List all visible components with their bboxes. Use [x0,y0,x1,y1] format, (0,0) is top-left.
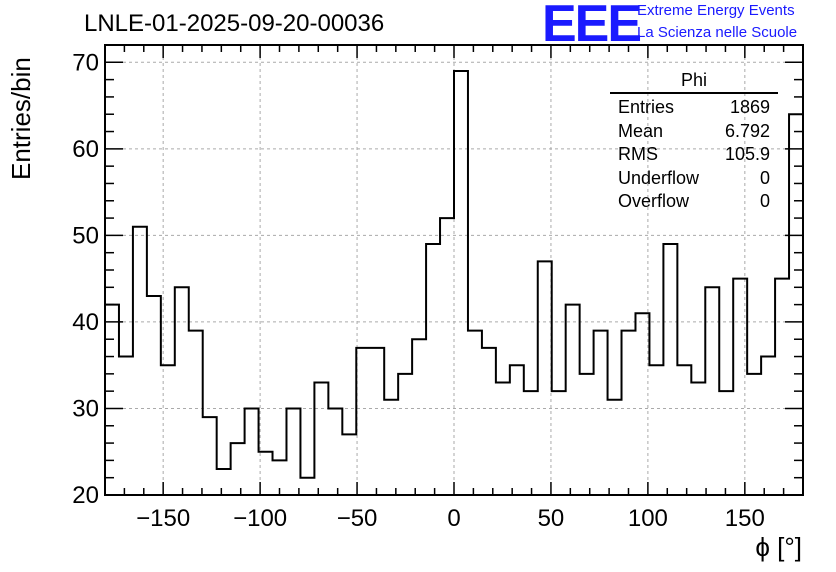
stats-row: Mean 6.792 [610,120,778,144]
stats-title: Phi [610,70,778,94]
x-tick-label: 0 [447,505,460,532]
histogram-outline [104,69,804,495]
plot-title: LNLE-01-2025-09-20-00036 [84,10,385,37]
stats-label: Underflow [618,167,700,188]
stats-value: 0 [759,167,770,188]
stats-row: Overflow 0 [610,190,778,214]
x-tick-label: −100 [233,505,287,532]
y-tick-label: 40 [72,309,99,336]
tick-labels: −150 −100 −50 0 50 100 150 20 30 40 50 60 70 [72,49,765,532]
y-tick-label: 20 [72,482,99,509]
stats-value: 0 [759,191,770,211]
logo-line-1: Extreme Energy Events [637,2,795,19]
x-tick-label: 50 [538,505,565,532]
stats-value: 1869 [729,97,770,117]
x-axis-label: ϕ [°] [755,532,802,562]
stats-label: Entries [618,97,675,117]
y-tick-label: 60 [72,136,99,163]
eee-logo: EEE [542,0,642,53]
y-tick-label: 70 [72,49,99,76]
y-axis-label: Entries/bin [6,57,36,180]
stats-label: Mean [618,120,664,141]
logo-line-2: La Scienza nelle Scuole [637,24,798,41]
stats-box: Phi Entries 1869 Mean 6.792 RMS 105.9 Underflo… [610,70,778,214]
x-tick-label: 100 [628,505,668,532]
x-tick-label: −50 [337,505,378,532]
stats-label: RMS [618,144,658,164]
stats-value: 105.9 [724,144,770,164]
y-tick-label: 50 [72,222,99,249]
stats-value: 6.792 [724,120,770,141]
stats-row: Entries 1869 [610,96,778,120]
stats-label: Overflow [618,191,690,211]
x-tick-label: 150 [725,505,765,532]
x-tick-label: −150 [136,505,190,532]
stats-row: RMS 105.9 [610,143,778,167]
stats-row: Underflow 0 [610,167,778,191]
y-tick-label: 30 [72,395,99,422]
axis-ticks [104,44,804,496]
